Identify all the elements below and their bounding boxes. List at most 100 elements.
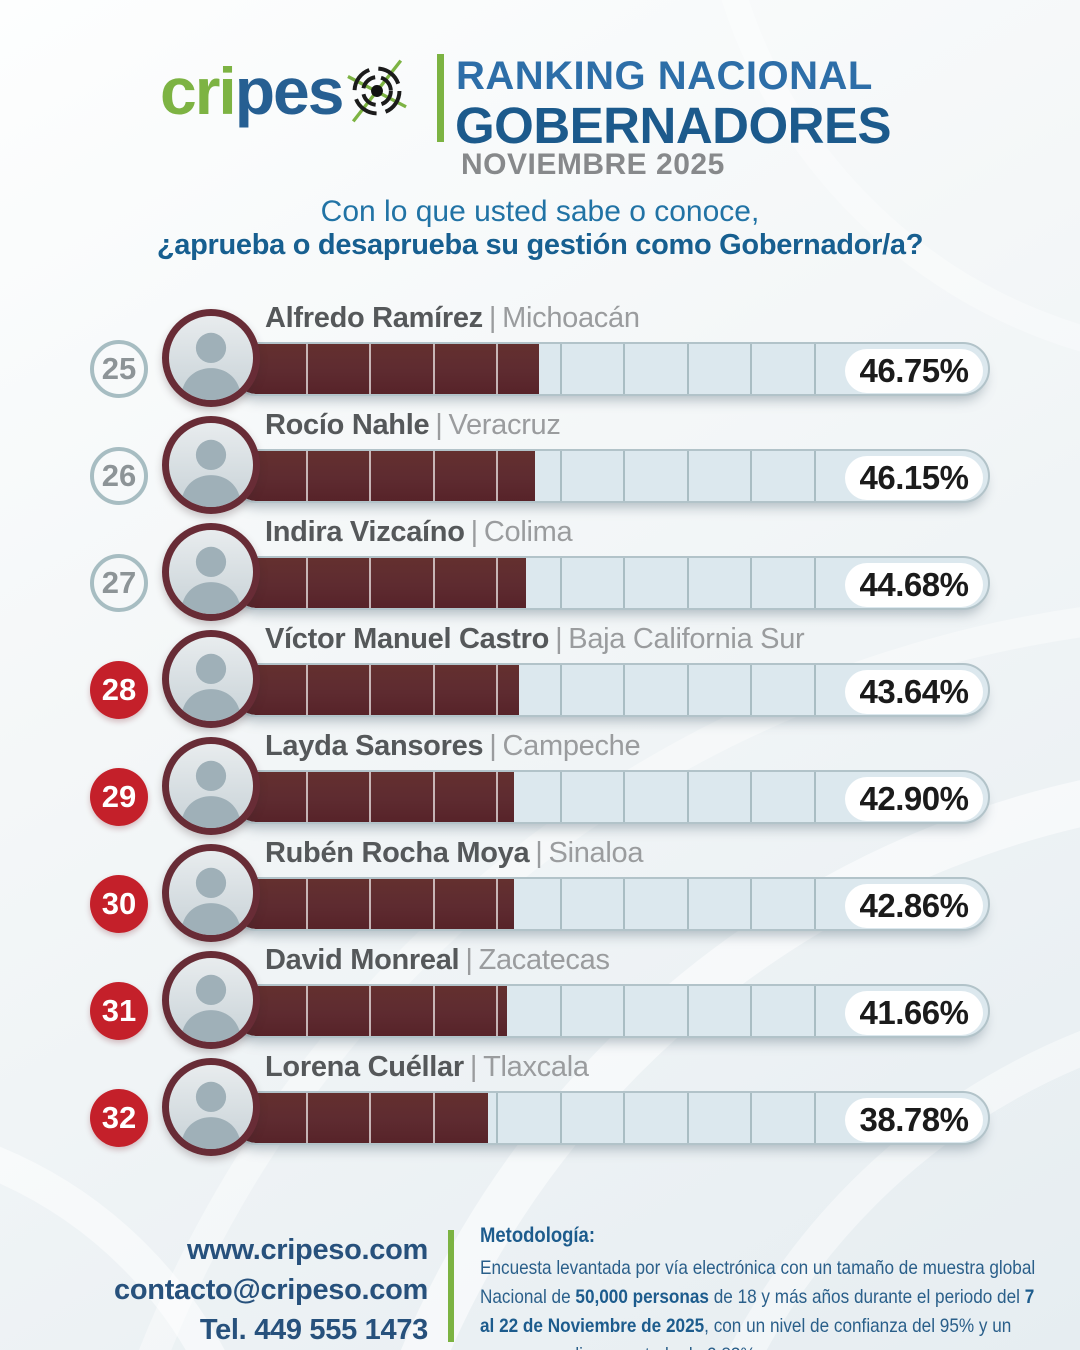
contact-block: www.cripeso.com contacto@cripeso.com Tel… xyxy=(40,1230,428,1350)
governor-name-line: Alfredo Ramírez | Michoacán xyxy=(265,302,640,338)
question-line2: ¿aprueba o desaprueba su gestión como Go… xyxy=(156,229,924,261)
governor-photo xyxy=(162,1058,260,1156)
governor-photo xyxy=(162,737,260,835)
rank-number: 28 xyxy=(101,672,137,707)
approval-percentage: 46.75% xyxy=(845,349,983,393)
person-icon xyxy=(180,760,242,828)
website-link: www.cripeso.com xyxy=(187,1234,428,1266)
governor-name-line: Lorena Cuéllar | Tlaxcala xyxy=(265,1051,589,1087)
bar-fill xyxy=(232,665,520,715)
approval-percentage: 41.66% xyxy=(845,991,983,1035)
approval-bar: 41.66% xyxy=(230,984,990,1038)
governor-name-line: Víctor Manuel Castro | Baja California Sur xyxy=(265,623,805,659)
governor-photo xyxy=(162,951,260,1049)
rank-badge: 30 xyxy=(90,875,148,933)
approval-bar: 44.68% xyxy=(230,556,990,610)
person-icon xyxy=(180,653,242,721)
name-state-separator: | xyxy=(535,837,543,869)
governor-name-line: Layda Sansores | Campeche xyxy=(265,730,641,766)
governor-photo xyxy=(162,523,260,621)
bullseye-target-icon xyxy=(347,59,408,123)
name-state-separator: | xyxy=(465,944,473,976)
ranking-row: 29 Layda Sansores | Campeche 42.90% xyxy=(0,730,1080,877)
governor-state: Campeche xyxy=(502,730,641,762)
ranking-row: 31 David Monreal | Zacatecas 41.66% xyxy=(0,944,1080,1091)
ranking-row: 25 Alfredo Ramírez | Michoacán 46.75% xyxy=(0,302,1080,449)
person-icon xyxy=(180,1081,242,1149)
ranking-row: 30 Rubén Rocha Moya | Sinaloa 42.86% xyxy=(0,837,1080,984)
governor-name-line: David Monreal | Zacatecas xyxy=(265,944,610,980)
ranking-row: 26 Rocío Nahle | Veracruz 46.15% xyxy=(0,409,1080,556)
governor-photo xyxy=(162,309,260,407)
bar-fill xyxy=(232,986,507,1036)
cripeso-logo: cripes xyxy=(160,58,410,124)
rank-badge: 29 xyxy=(90,768,148,826)
governor-name: Rocío Nahle xyxy=(265,409,430,441)
methodology-text: Encuesta levantada por vía electrónica c… xyxy=(480,1257,1036,1350)
governor-name-line: Rocío Nahle | Veracruz xyxy=(265,409,561,445)
approval-bar: 43.64% xyxy=(230,663,990,717)
governor-state: Colima xyxy=(483,516,573,548)
governor-name: Layda Sansores xyxy=(265,730,484,762)
rank-badge: 28 xyxy=(90,661,148,719)
person-icon xyxy=(180,546,242,614)
bar-fill xyxy=(232,451,536,501)
rank-badge: 25 xyxy=(90,340,148,398)
governor-name: Víctor Manuel Castro xyxy=(265,623,550,655)
rank-badge: 27 xyxy=(90,554,148,612)
phone-number: Tel. 449 555 1473 xyxy=(199,1314,428,1346)
governor-name: Alfredo Ramírez xyxy=(265,302,483,334)
rank-badge: 31 xyxy=(90,982,148,1040)
governor-state: Michoacán xyxy=(502,302,640,334)
name-state-separator: | xyxy=(489,730,497,762)
title-gobernadores: GOBERNADORES xyxy=(455,97,892,154)
bar-fill xyxy=(232,558,526,608)
rank-number: 30 xyxy=(101,886,137,921)
governor-state: Zacatecas xyxy=(478,944,610,976)
governor-name: Rubén Rocha Moya xyxy=(265,837,530,869)
rank-badge: 32 xyxy=(90,1089,148,1147)
person-icon xyxy=(180,974,242,1042)
person-icon xyxy=(180,332,242,400)
governor-photo xyxy=(162,630,260,728)
rank-number: 29 xyxy=(101,779,137,814)
question-line1: Con lo que usted sabe o conoce, xyxy=(320,195,760,228)
governor-name: Indira Vizcaíno xyxy=(265,516,465,548)
approval-percentage: 46.15% xyxy=(845,456,983,500)
logo-text-pes: pes xyxy=(234,54,345,128)
governor-name-line: Rubén Rocha Moya | Sinaloa xyxy=(265,837,643,873)
ranking-row: 32 Lorena Cuéllar | Tlaxcala 38.78% xyxy=(0,1051,1080,1198)
methodology-block: Metodología: Encuesta levantada por vía … xyxy=(480,1224,1043,1350)
governor-photo xyxy=(162,844,260,942)
approval-bar: 38.78% xyxy=(230,1091,990,1145)
rank-number: 32 xyxy=(101,1100,137,1135)
title-ranking-nacional: RANKING NACIONAL xyxy=(456,54,873,98)
name-state-separator: | xyxy=(470,516,479,548)
governor-name: Lorena Cuéllar xyxy=(265,1051,464,1083)
logo-text-cri: cri xyxy=(160,54,237,128)
approval-percentage: 44.68% xyxy=(845,563,983,607)
approval-percentage: 42.86% xyxy=(845,884,983,928)
logo-text: cripes xyxy=(160,58,344,124)
approval-percentage: 38.78% xyxy=(845,1098,983,1142)
subtitle-month: NOVIEMBRE 2025 xyxy=(461,148,725,181)
email-link: contacto@cripeso.com xyxy=(114,1274,428,1306)
approval-bar: 46.75% xyxy=(230,342,990,396)
bar-fill xyxy=(232,772,515,822)
ranking-row: 28 Víctor Manuel Castro | Baja California … xyxy=(0,623,1080,770)
rank-badge: 26 xyxy=(90,447,148,505)
rank-number: 31 xyxy=(101,993,137,1028)
person-icon xyxy=(180,439,242,507)
methodology-title: Metodología: xyxy=(480,1224,595,1247)
approval-percentage: 43.64% xyxy=(845,670,983,714)
governor-photo xyxy=(162,416,260,514)
approval-bar: 46.15% xyxy=(230,449,990,503)
name-state-separator: | xyxy=(555,623,563,655)
person-icon xyxy=(180,867,242,935)
bar-fill xyxy=(232,1093,489,1143)
rank-number: 26 xyxy=(101,458,137,493)
header-divider xyxy=(437,54,444,142)
name-state-separator: | xyxy=(435,409,443,441)
approval-percentage: 42.90% xyxy=(845,777,983,821)
